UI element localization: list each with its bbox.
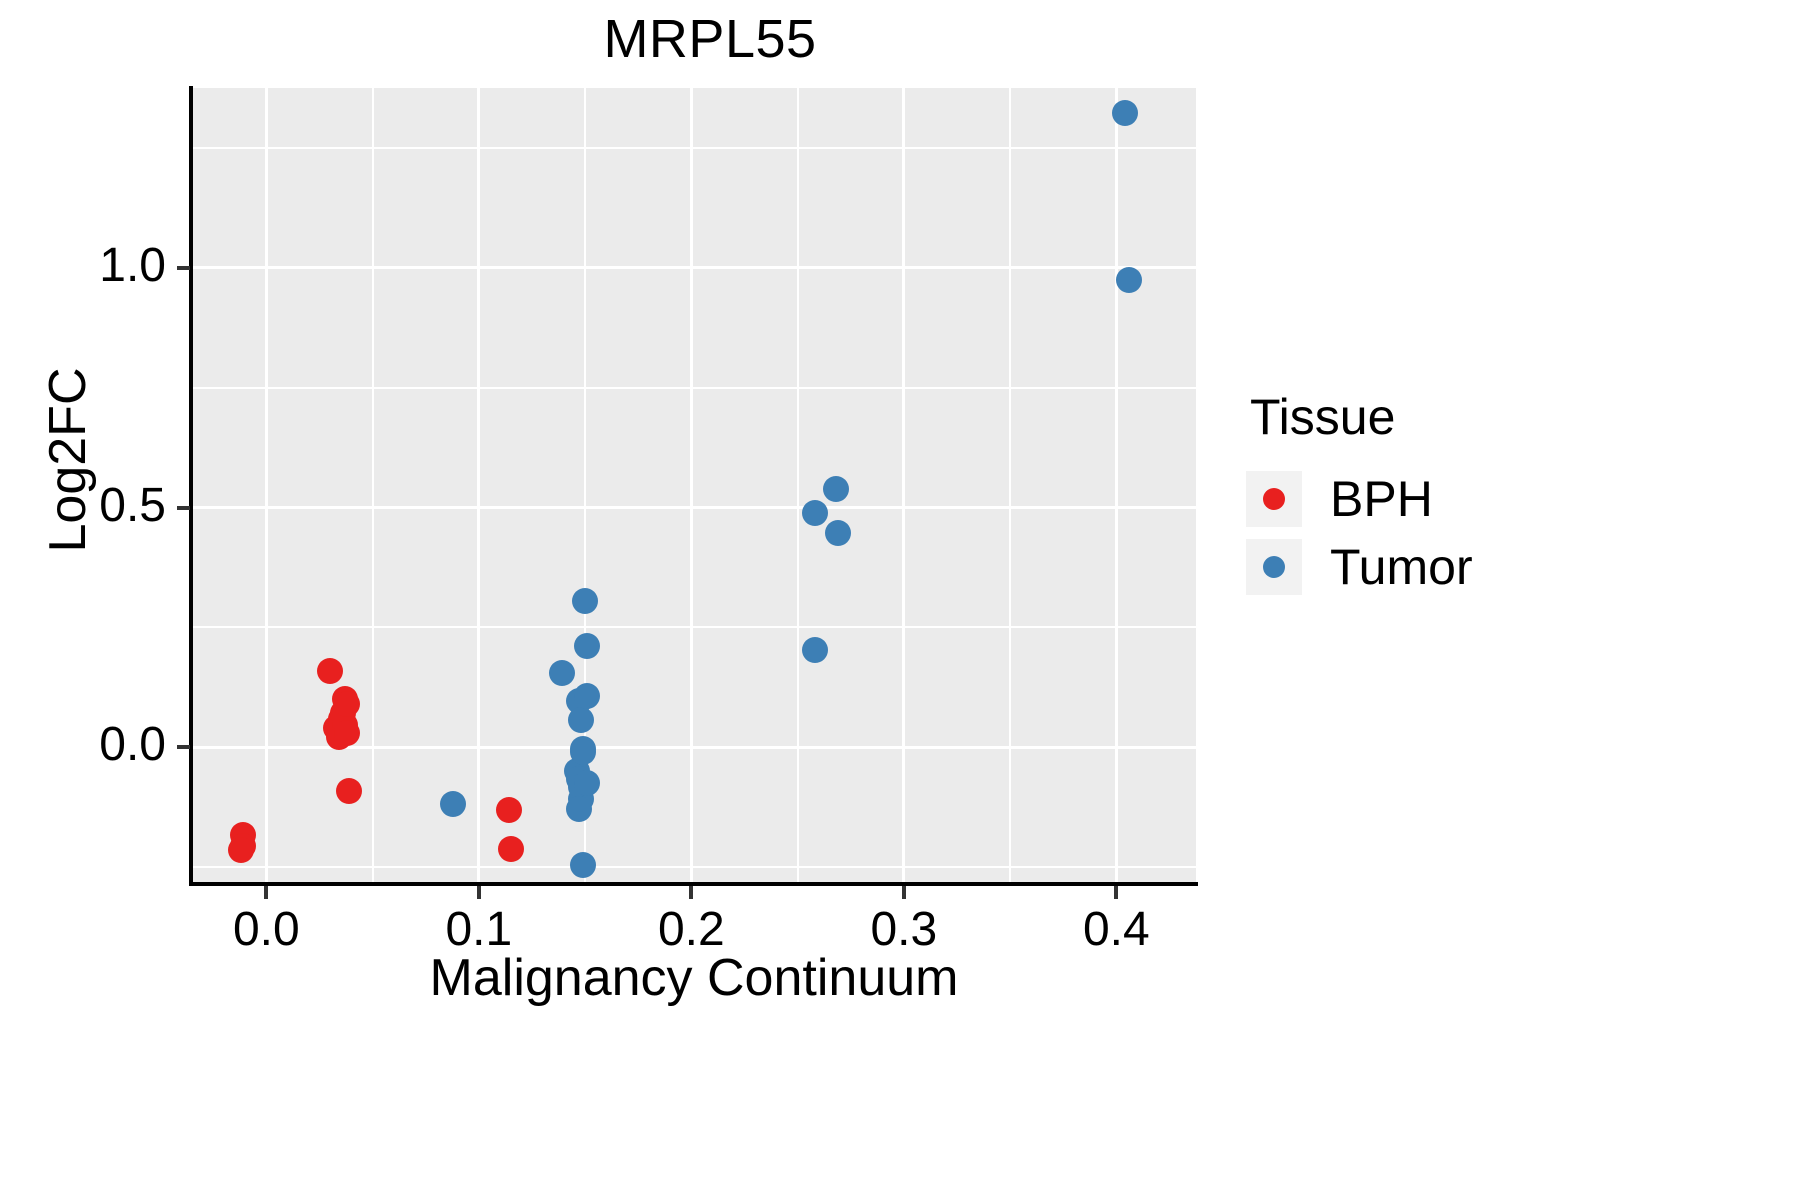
y-tick-label: 0.5 <box>99 478 166 532</box>
y-tick-label: 0.0 <box>99 718 166 772</box>
gridline-horizontal <box>192 386 1196 389</box>
data-point-bph <box>317 657 344 684</box>
data-point-bph <box>334 719 361 746</box>
gridline-horizontal <box>192 146 1196 149</box>
gridline-vertical <box>796 88 799 884</box>
data-point-tumor <box>574 633 601 660</box>
data-point-tumor <box>548 660 575 686</box>
y-tick <box>177 745 190 750</box>
x-tick-label: 0.3 <box>870 903 938 956</box>
x-tick-label: 0.0 <box>232 903 300 956</box>
gridline-vertical <box>689 88 693 884</box>
data-point-tumor <box>1111 99 1138 126</box>
data-point-tumor <box>824 519 851 546</box>
data-point-tumor <box>574 769 601 796</box>
y-axis-title: Log2FC <box>39 367 97 553</box>
legend-item-label: BPH <box>1330 471 1433 527</box>
data-point-tumor <box>565 795 592 822</box>
legend-key-swatch <box>1246 539 1302 595</box>
gridline-vertical <box>371 88 374 884</box>
data-point-tumor <box>567 706 594 733</box>
x-tick <box>689 886 694 899</box>
data-point-tumor <box>801 499 828 526</box>
legend-key-swatch <box>1246 471 1302 527</box>
x-tick <box>264 886 269 899</box>
legend-entries: BPH Tumor <box>1246 470 1676 596</box>
x-axis-title: Malignancy Continuum <box>429 949 959 1007</box>
gridline-vertical <box>264 88 268 884</box>
y-tick <box>177 265 190 270</box>
legend-item-label: Tumor <box>1330 539 1473 595</box>
gridline-horizontal <box>192 506 1196 510</box>
data-point-tumor <box>1116 266 1143 293</box>
data-point-tumor <box>569 851 596 878</box>
legend-item-tumor[interactable]: Tumor <box>1246 538 1676 596</box>
page-title: MRPL55 <box>603 9 817 69</box>
gridline-horizontal <box>192 866 1196 869</box>
gridline-horizontal <box>192 266 1196 270</box>
x-tick-label: 0.1 <box>445 903 513 956</box>
x-axis-line <box>189 882 1198 886</box>
gridline-horizontal <box>192 745 1196 749</box>
y-axis-line <box>189 86 193 886</box>
gridline-vertical <box>902 88 906 884</box>
gridline-horizontal <box>192 626 1196 629</box>
gridline-vertical <box>477 88 481 884</box>
data-point-bph <box>334 691 361 718</box>
gridline-vertical <box>1114 88 1118 884</box>
gridline-vertical <box>159 88 162 884</box>
x-tick <box>476 886 481 899</box>
data-point-bph <box>336 778 363 805</box>
data-point-tumor <box>574 682 601 709</box>
y-tick-label: 1.0 <box>99 238 166 292</box>
x-tick <box>901 886 906 899</box>
legend-dot-icon <box>1263 488 1285 510</box>
x-tick-label: 0.2 <box>657 903 725 956</box>
x-tick <box>1114 886 1119 899</box>
legend-dot-icon <box>1263 556 1285 578</box>
gridline-vertical <box>584 88 587 884</box>
legend: Tissue BPH Tumor <box>1246 388 1676 606</box>
x-tick-label: 0.4 <box>1082 903 1150 956</box>
legend-item-bph[interactable]: BPH <box>1246 470 1676 528</box>
gridline-vertical <box>1009 88 1012 884</box>
data-point-tumor <box>822 475 849 502</box>
legend-title: Tissue <box>1250 389 1396 445</box>
data-point-bph <box>227 837 254 864</box>
data-point-tumor <box>440 791 467 818</box>
data-point-bph <box>495 797 522 824</box>
data-point-tumor <box>801 637 828 664</box>
plot-panel <box>159 88 1196 884</box>
y-tick <box>177 505 190 510</box>
data-point-bph <box>497 835 524 862</box>
data-point-tumor <box>572 587 599 614</box>
data-point-tumor <box>569 739 596 766</box>
